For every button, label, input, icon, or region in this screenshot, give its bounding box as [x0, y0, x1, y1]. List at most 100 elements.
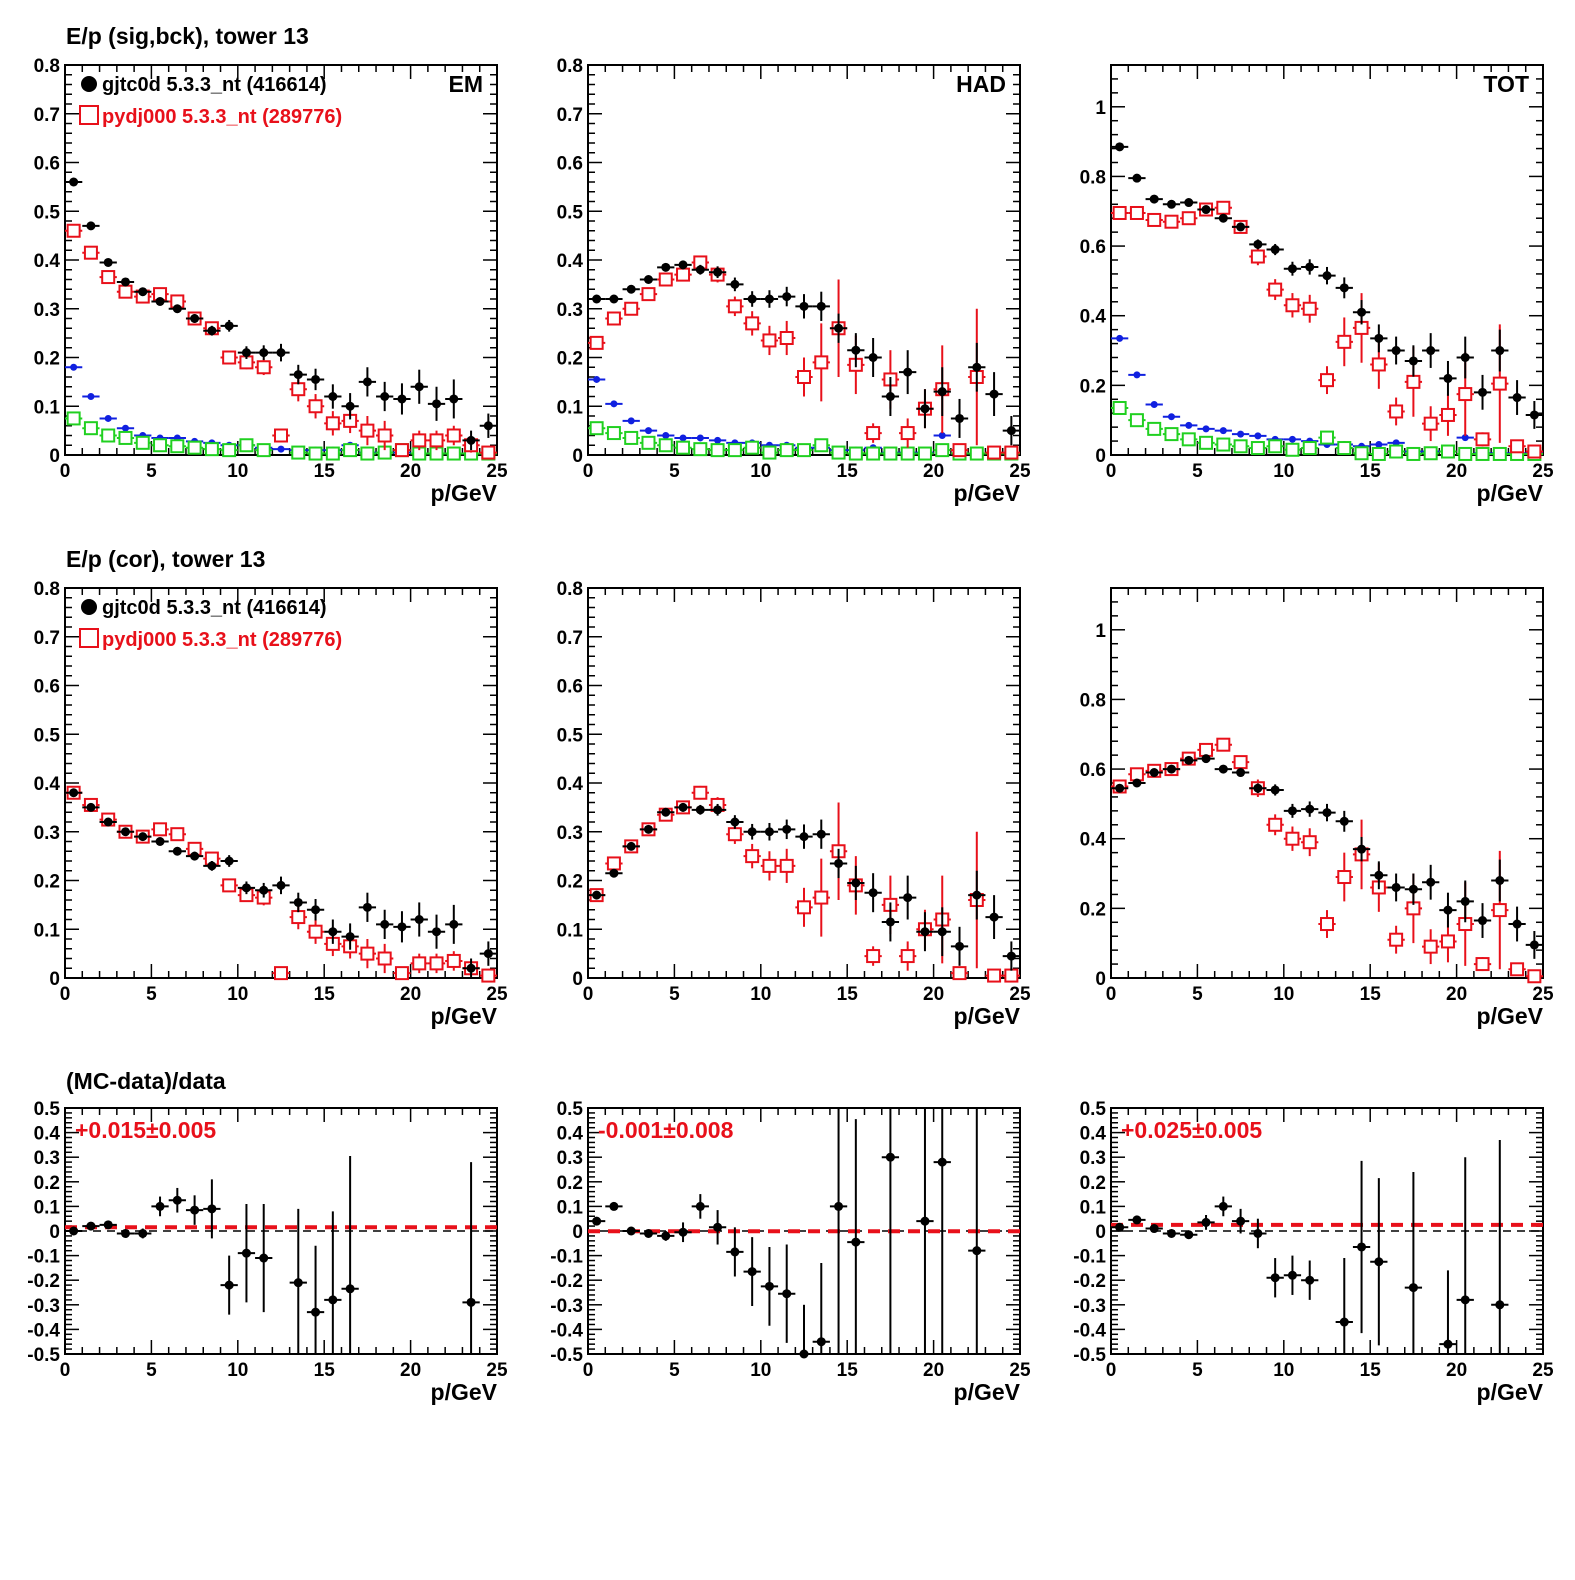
- data-point: [393, 911, 411, 943]
- data-point: [1352, 1160, 1371, 1334]
- point-marker: [609, 868, 619, 878]
- data-point: [1318, 910, 1336, 938]
- data-point: [1301, 259, 1319, 275]
- data-point: [185, 440, 204, 455]
- data-point: [1456, 446, 1474, 461]
- x-tick-label: 10: [1273, 461, 1294, 482]
- point-marker: [1112, 205, 1127, 220]
- data-point: [1508, 962, 1526, 977]
- x-axis-label: p/GeV: [954, 480, 1021, 506]
- y-tick-label: -0.3: [27, 1296, 60, 1317]
- data-point: [237, 346, 256, 359]
- data-point: [674, 440, 692, 455]
- data-point: [950, 966, 969, 981]
- data-point: [341, 443, 359, 458]
- point-marker: [989, 389, 999, 399]
- point-marker: [446, 428, 461, 443]
- point-marker: [1443, 905, 1453, 915]
- point-marker: [885, 392, 895, 401]
- data-point: [622, 430, 640, 445]
- data-point: [1352, 446, 1371, 461]
- data-point: [605, 426, 623, 441]
- data-point: [1491, 859, 1509, 902]
- point-marker: [1166, 1228, 1176, 1238]
- point-marker: [868, 888, 878, 898]
- legend-data-marker: [81, 76, 97, 92]
- data-point: [1456, 434, 1474, 442]
- point-marker: [449, 919, 459, 929]
- data-point: [65, 1226, 83, 1236]
- point-marker: [1374, 333, 1384, 343]
- point-marker: [713, 805, 723, 815]
- data-point: [1508, 439, 1526, 454]
- point-marker: [678, 802, 688, 812]
- data-point: [1318, 803, 1336, 822]
- data-point: [1525, 930, 1543, 959]
- data-point: [358, 939, 377, 969]
- point-marker: [713, 1222, 723, 1232]
- data-point: [743, 823, 761, 840]
- point-marker: [883, 446, 898, 461]
- x-tick-label: 10: [750, 984, 771, 1005]
- data-point: [622, 284, 640, 294]
- data-point: [427, 386, 446, 421]
- data-point: [1491, 329, 1509, 372]
- y-tick-label: 0: [572, 446, 583, 467]
- y-tick-label: 0.6: [557, 677, 583, 698]
- data-point: [1404, 873, 1423, 905]
- data-point: [1301, 801, 1319, 817]
- point-marker: [1389, 932, 1404, 947]
- data-point: [1335, 1258, 1353, 1354]
- x-tick-label: 15: [1360, 461, 1382, 482]
- data-point: [1473, 432, 1492, 447]
- x-tick-label: 15: [837, 1360, 859, 1381]
- data-point: [1214, 200, 1232, 215]
- point-marker: [138, 287, 148, 297]
- data-point: [306, 919, 325, 944]
- point-marker: [360, 446, 375, 461]
- data-point: [916, 389, 934, 429]
- data-point: [950, 443, 969, 458]
- data-point: [933, 907, 951, 957]
- point-marker: [412, 956, 427, 971]
- point-marker: [678, 260, 688, 270]
- point-marker: [259, 348, 269, 358]
- data-point: [1404, 345, 1423, 377]
- data-point: [950, 398, 969, 438]
- point-marker: [799, 301, 809, 311]
- point-marker: [1236, 768, 1246, 778]
- point-marker: [69, 177, 79, 187]
- data-point: [1111, 400, 1129, 415]
- data-point: [778, 819, 796, 840]
- x-tick-label: 0: [60, 461, 71, 482]
- point-marker: [1375, 441, 1383, 449]
- data-point: [272, 966, 290, 981]
- point-marker: [937, 1157, 947, 1167]
- point-marker: [325, 416, 340, 431]
- y-tick-label: -0.3: [550, 1296, 583, 1317]
- data-point: [605, 400, 623, 408]
- series-mc_bck: [1111, 400, 1543, 461]
- data-point: [1335, 277, 1353, 299]
- point-marker: [1133, 371, 1141, 379]
- point-marker: [1254, 432, 1262, 440]
- series-mc: [1111, 200, 1543, 459]
- data-point: [1162, 427, 1181, 442]
- point-marker: [834, 858, 844, 868]
- point-marker: [1199, 435, 1214, 450]
- point-marker: [397, 922, 407, 932]
- data-point: [1318, 430, 1336, 445]
- data-point: [1439, 360, 1457, 396]
- point-marker: [1371, 357, 1386, 372]
- y-tick-label: 0.4: [34, 1124, 61, 1145]
- y-tick-label: 0.3: [557, 300, 583, 321]
- point-marker: [87, 393, 95, 400]
- data-point: [1335, 441, 1353, 456]
- data-point: [899, 418, 917, 448]
- point-marker: [170, 827, 185, 842]
- point-marker: [1236, 222, 1246, 232]
- data-point: [116, 430, 135, 445]
- data-point: [1404, 446, 1423, 461]
- point-marker: [920, 404, 930, 414]
- chart-ratio-tot: 0 5 10 15 20 25p/GeV -0.5 -0.4 -0.3 -0.2 -0.1 0 0.1 0…: [1073, 1099, 1554, 1405]
